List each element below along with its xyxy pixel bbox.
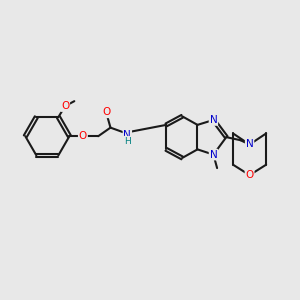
Text: N: N	[124, 130, 131, 140]
Text: O: O	[79, 131, 87, 141]
Text: N: N	[246, 140, 254, 149]
Text: H: H	[124, 136, 131, 146]
Text: N: N	[210, 150, 217, 160]
Text: N: N	[210, 115, 217, 125]
Text: O: O	[245, 170, 254, 180]
Text: O: O	[61, 101, 69, 111]
Text: O: O	[102, 107, 110, 117]
